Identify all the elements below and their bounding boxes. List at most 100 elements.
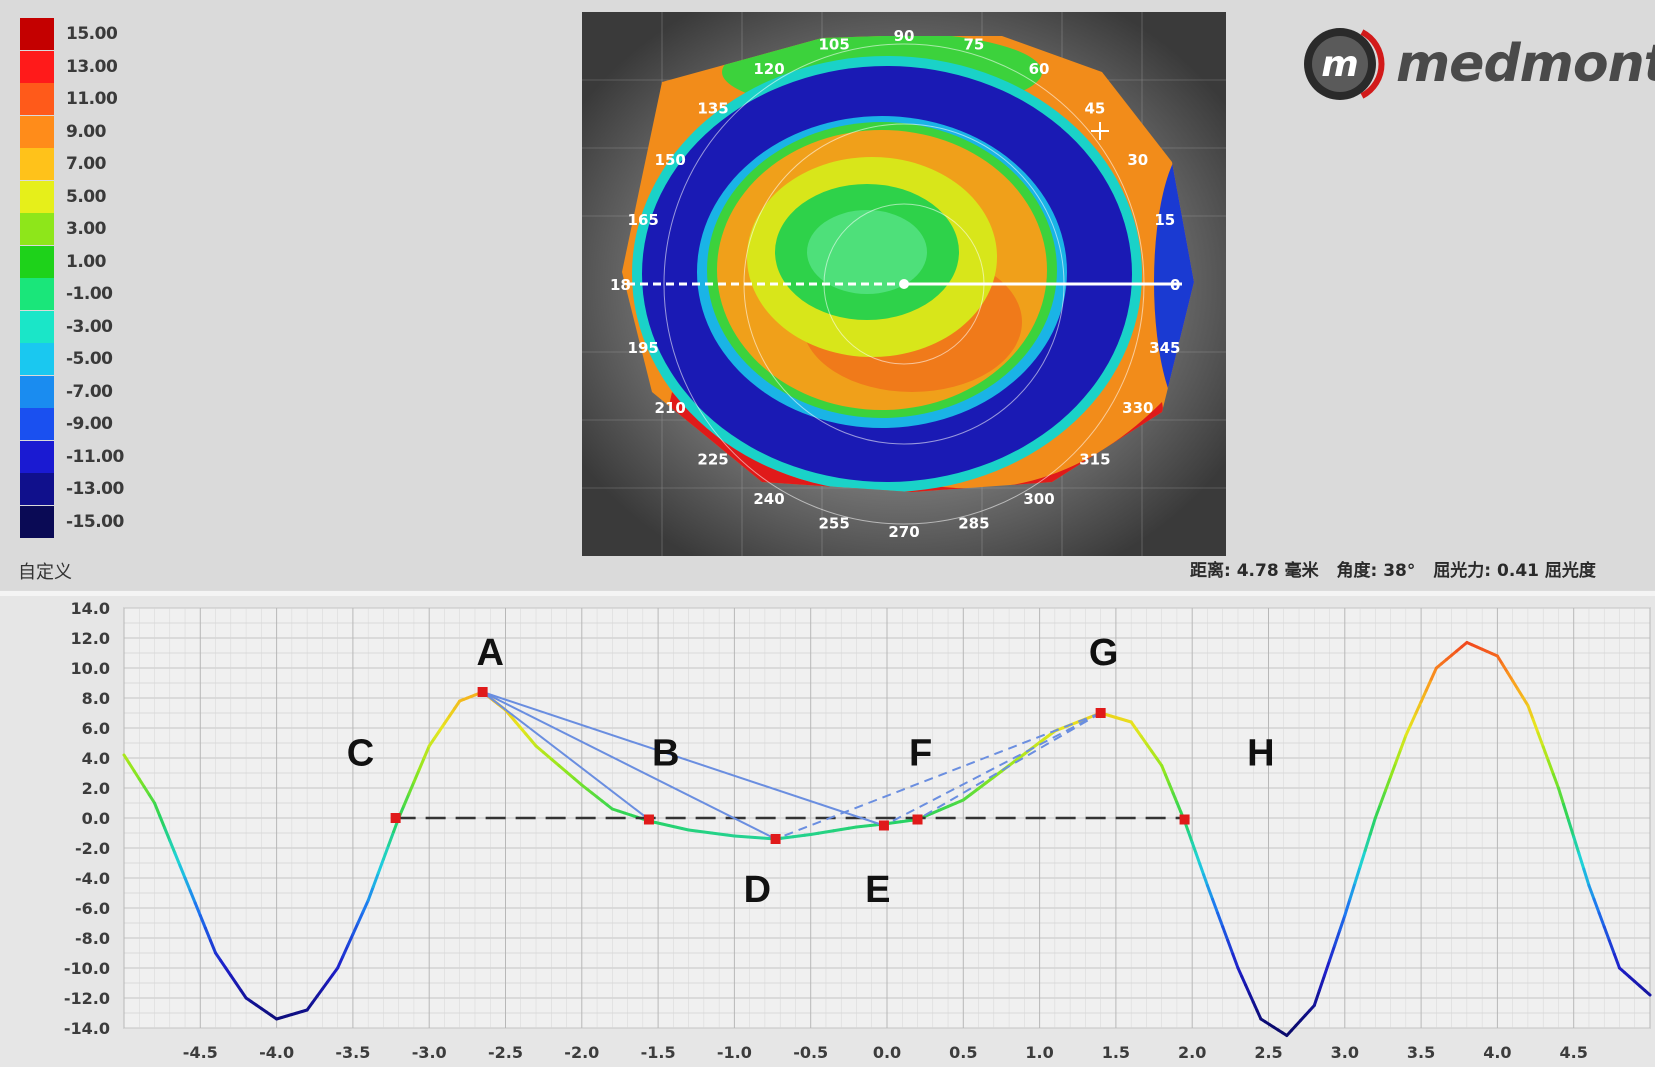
curve-segment — [984, 775, 996, 785]
map-angle-label: 90 — [894, 27, 915, 45]
x-tick-label: 1.0 — [1025, 1043, 1053, 1062]
curve-segment — [127, 761, 136, 773]
legend-value: 5.00 — [66, 186, 106, 207]
map-angle-label: 195 — [628, 339, 659, 357]
logo-mark-icon: m — [1304, 28, 1385, 100]
legend-caption: 自定义 — [18, 562, 72, 583]
curve-segment — [1322, 959, 1332, 977]
curve-segment — [542, 751, 553, 761]
readout-angle: 角度: 38° — [1336, 561, 1416, 581]
map-angle-label: 330 — [1122, 399, 1153, 417]
sagittal-line — [482, 691, 777, 840]
y-tick-label: -10.0 — [64, 959, 110, 978]
map-angle-label: 120 — [753, 60, 784, 78]
curve-segment — [1211, 897, 1220, 915]
curve-segment — [1343, 897, 1352, 917]
measurement-readout: 距离: 4.78 毫米 角度: 38° 屈光力: 0.41 屈光度 — [1190, 556, 1608, 581]
curve-segment — [572, 777, 584, 787]
x-tick-label: -2.0 — [564, 1043, 599, 1062]
map-angle-label: 105 — [818, 35, 849, 53]
sagittal-line — [482, 691, 885, 827]
readout-distance: 距离: 4.78 毫米 — [1190, 561, 1319, 581]
x-tick-label: 0.0 — [873, 1043, 901, 1062]
data-markers — [390, 687, 1190, 844]
annotation-label: A — [477, 632, 504, 674]
curve-segment — [1175, 801, 1183, 814]
curve-segment — [1186, 830, 1194, 844]
map-angle-labels: 90 75 60 45 30 15 345 330 315 300 285 270 255 240 225 2… — [628, 27, 1181, 541]
map-angle-label: 255 — [818, 515, 849, 533]
map-angle-label: 300 — [1023, 490, 1054, 508]
curve-segment — [1394, 747, 1403, 765]
curve-segment — [188, 889, 197, 905]
x-tick-label: 4.0 — [1483, 1043, 1511, 1062]
curve-segment — [1312, 989, 1321, 1007]
curve-segment — [427, 737, 436, 748]
map-angle-label: 225 — [697, 450, 728, 468]
curve-segment — [1007, 758, 1019, 767]
legend-value: 13.00 — [66, 56, 118, 77]
curve-segment — [1251, 1000, 1259, 1012]
legend-swatch — [20, 278, 54, 310]
sagittal-dashed-line — [883, 712, 1102, 827]
data-marker — [643, 814, 654, 825]
curve-segment — [1536, 731, 1545, 749]
curve-segment — [448, 707, 457, 718]
curve-segment — [1202, 873, 1209, 887]
x-tick-label: 4.5 — [1560, 1043, 1588, 1062]
legend-value: -3.00 — [66, 316, 113, 337]
legend-swatch — [20, 505, 54, 538]
curve-segment — [381, 844, 391, 861]
curve-segment — [1562, 802, 1571, 822]
curve-segment — [1015, 752, 1026, 762]
legend-swatch — [20, 343, 54, 375]
curve-segment — [1572, 835, 1581, 855]
map-angle-label: 315 — [1079, 450, 1110, 468]
curve-segment — [1556, 786, 1566, 806]
sagittal-dashed-line — [917, 712, 1102, 821]
curve-segment — [336, 955, 345, 970]
curve-segment — [1607, 939, 1616, 956]
legend-swatch — [20, 180, 54, 213]
y-tick-label: 12.0 — [71, 629, 110, 648]
curve-segment — [565, 770, 576, 780]
curve-segment — [1511, 679, 1520, 691]
annotation-label: H — [1247, 733, 1274, 775]
curve-segment — [1328, 944, 1337, 962]
data-marker — [878, 820, 889, 831]
curve-segment — [158, 814, 167, 830]
curve-segment — [549, 757, 561, 767]
map-angle-label: 240 — [753, 490, 784, 508]
curve-segment — [1404, 722, 1413, 737]
curve-segment — [1409, 711, 1418, 726]
curve-segment — [1495, 654, 1504, 666]
profile-curve — [122, 641, 1652, 1037]
x-tick-labels: -4.5 -4.0 -3.5 -3.0 -2.5 -2.0 -1.5 -1.0 -0.5 0.0 0… — [183, 1043, 1588, 1062]
curve-segment — [1389, 761, 1398, 779]
x-tick-label: -1.0 — [717, 1043, 752, 1062]
curve-segment — [557, 764, 569, 774]
logo-text: medmont — [1396, 34, 1655, 94]
curve-segment — [1541, 745, 1550, 762]
curve-segment — [1198, 862, 1206, 877]
curve-segment — [1414, 700, 1423, 715]
curve-segment — [432, 729, 441, 740]
x-tick-label: -3.5 — [335, 1043, 370, 1062]
legend-value: -1.00 — [66, 284, 113, 304]
legend-swatch — [20, 310, 54, 343]
curve-segment — [219, 959, 228, 970]
readout-power: 屈光力: 0.41 屈光度 — [1433, 561, 1596, 581]
medmont-logo: m medmont — [1300, 24, 1655, 104]
curve-segment — [1205, 884, 1215, 901]
curve-segment — [132, 769, 141, 781]
curve-segment — [1244, 983, 1251, 995]
curve-segment — [122, 753, 131, 765]
curve-segment — [163, 826, 172, 842]
y-tick-label: 0.0 — [82, 809, 110, 828]
curve-segment — [1363, 832, 1372, 852]
legend-swatch — [20, 245, 54, 278]
curve-segment — [1353, 865, 1362, 885]
curve-segment — [366, 885, 375, 902]
x-tick-label: 2.0 — [1178, 1043, 1206, 1062]
curve-segment — [1429, 666, 1438, 681]
